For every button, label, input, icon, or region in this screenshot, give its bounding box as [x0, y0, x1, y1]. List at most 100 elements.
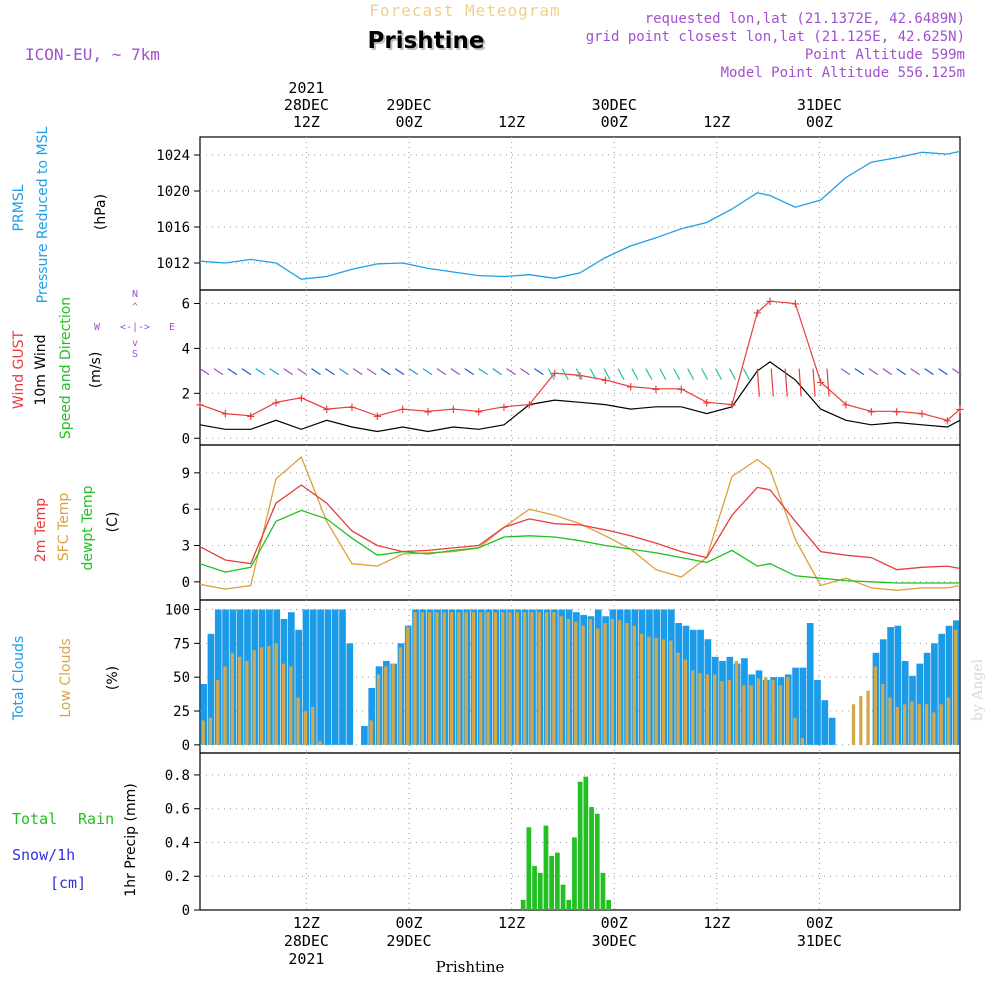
gust-marker: + [221, 407, 229, 423]
top-hour-label: 00Z [601, 113, 628, 131]
low-cloud-bar [639, 633, 644, 745]
gust-marker: + [449, 402, 457, 418]
total-cloud-bar [901, 660, 909, 745]
low-cloud-bar [486, 612, 490, 745]
low-cloud-bar [632, 625, 636, 745]
low-cloud-bar [749, 685, 753, 745]
total-cloud-bar [200, 683, 208, 745]
wind-arrow [617, 368, 625, 380]
low-cloud-bar [537, 612, 541, 745]
low-cloud-bar [705, 674, 709, 745]
low-cloud-bar [252, 650, 256, 745]
gust-marker: + [550, 366, 558, 382]
total-cloud-bar [792, 667, 799, 745]
total-cloud-bar [887, 627, 894, 745]
rain-bar [543, 825, 549, 910]
low-cloud-bar [939, 704, 943, 745]
precip-panel: 0.8 0.6 0.4 0.2 0 [165, 752, 961, 919]
total-cloud-bar [331, 609, 339, 745]
rain-bar [560, 884, 566, 910]
total-cloud-bar [324, 609, 332, 745]
y-tick-label: 50 [173, 670, 190, 686]
gust-marker: + [297, 391, 305, 407]
gust-marker: + [272, 395, 280, 411]
y-tick-label: 100 [165, 602, 190, 618]
wind-arrow [952, 368, 962, 376]
low-cloud-bar [954, 629, 958, 745]
wind-arrow [520, 368, 530, 376]
low-cloud-bar [866, 690, 870, 745]
wind-arrow [631, 368, 639, 380]
low-cloud-bar [588, 618, 593, 745]
wind-arrow [269, 368, 279, 376]
low-cloud-bar [493, 612, 498, 745]
low-cloud-bar [530, 612, 534, 745]
low-cloud-bar [544, 612, 549, 745]
low-cloud-bar [552, 612, 556, 745]
bottom-hour-label: 12Z [498, 914, 525, 932]
compass-s: S [132, 349, 138, 360]
low-cloud-bar [230, 652, 234, 745]
total-clouds-label: Total Clouds [11, 636, 27, 721]
bottom-hour-label: 00Z [395, 914, 422, 932]
top-hour-label: 00Z [806, 113, 833, 131]
wind-arrow [701, 368, 709, 380]
rain-bar [532, 866, 537, 910]
low-cloud-bar [318, 740, 322, 745]
wind-arrow [339, 368, 349, 376]
gust-marker: + [196, 398, 204, 414]
rain-bar [577, 781, 583, 910]
gust-marker: + [601, 373, 609, 389]
low-cloud-bar [267, 646, 271, 745]
y-tick-label: 1024 [156, 148, 190, 164]
wind-arrow [561, 368, 569, 380]
low-cloud-bar [471, 612, 476, 745]
top-hour-label: 12Z [293, 113, 320, 131]
low-cloud-bar [464, 612, 468, 745]
gust-marker: + [348, 400, 356, 416]
top-date-label: 30DEC [592, 96, 637, 114]
wind-line [199, 361, 961, 433]
low-cloud-bar [479, 612, 483, 745]
location-title: Prishtine [368, 28, 485, 54]
snow-unit-label: [cm] [50, 874, 86, 892]
gust-marker: + [652, 382, 660, 398]
low-cloud-bar [888, 697, 892, 745]
low-cloud-bar [610, 618, 614, 745]
point-altitude: Point Altitude 599m [805, 47, 965, 63]
y-tick-label: 6 [182, 502, 190, 518]
wind-arrow [380, 368, 391, 376]
compass-n: N [132, 289, 138, 300]
wind-arrow [297, 368, 307, 376]
gust-marker: + [791, 296, 799, 312]
y-tick-label: 0 [182, 575, 190, 591]
low-cloud-bar [800, 738, 804, 745]
total-cloud-bar [821, 700, 829, 745]
low-cloud-bar [669, 640, 673, 745]
compass-w: W [94, 322, 101, 333]
wind-arrow [352, 368, 363, 376]
low-cloud-bar [581, 625, 585, 745]
low-cloud-bar [756, 678, 761, 745]
rain-total-label: Total [12, 810, 57, 828]
total-cloud-bar [828, 717, 836, 745]
wind-arrow [506, 368, 516, 376]
low-cloud-bar [713, 674, 717, 745]
compass-e: E [169, 322, 175, 333]
wind-arrow [325, 368, 335, 376]
wind-arrow [283, 368, 293, 376]
low-cloud-bar [742, 685, 746, 745]
wind-arrow [534, 368, 544, 376]
total-cloud-bar [814, 679, 821, 745]
gust-marker: + [728, 398, 736, 414]
low-cloud-bar [881, 683, 885, 745]
low-cloud-bar [917, 704, 921, 745]
total-cloud-bar [894, 625, 902, 745]
panel-frame [199, 444, 961, 601]
low-cloud-bar [303, 711, 308, 745]
low-cloud-bar [771, 679, 775, 745]
wind-arrow [199, 368, 210, 376]
panel-frame [199, 136, 961, 291]
total-cloud-bar [923, 652, 931, 745]
rain-bar [583, 776, 589, 910]
